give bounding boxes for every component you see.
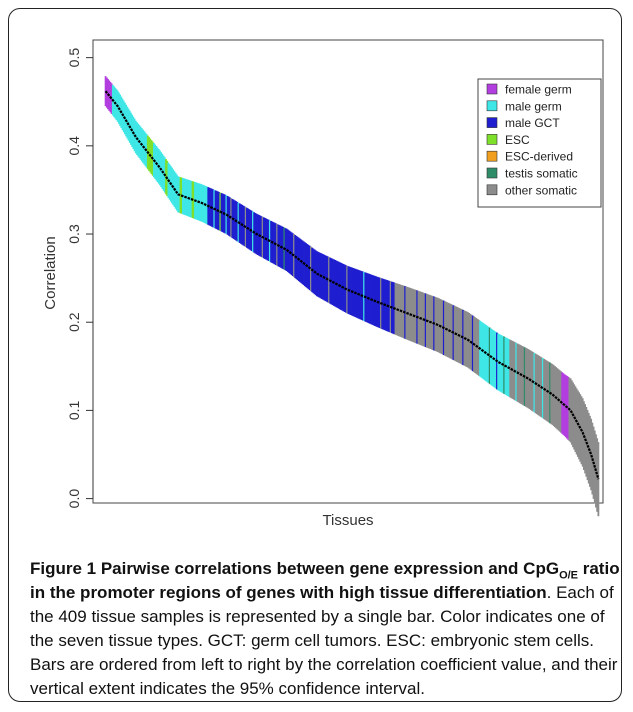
legend-label: ESC-derived	[505, 150, 573, 164]
y-axis: 0.0 0.1 0.2 0.3 0.4 0.5	[66, 48, 94, 509]
legend-label: female germ	[505, 83, 572, 97]
y-tick-label: 0.2	[66, 312, 82, 332]
caption-title-part1: Figure 1 Pairwise correlations between g…	[30, 559, 560, 578]
legend-swatch	[486, 117, 498, 128]
legend-swatch	[486, 100, 498, 112]
legend-label: testis somatic	[505, 167, 578, 181]
legend-box	[477, 78, 602, 208]
legend-swatch	[486, 150, 498, 162]
caption-body: . Each of the 409 tissue samples is repr…	[30, 583, 618, 698]
legend-swatch	[486, 134, 498, 145]
x-axis-label: Tissues	[322, 512, 373, 529]
legend-swatch	[486, 184, 498, 196]
legend-label: male GCT	[505, 116, 560, 130]
correlation-point-line	[104, 90, 600, 480]
legend-swatch	[486, 167, 498, 179]
caption-title-part2: ratio in the promoter regions of genes w…	[30, 559, 620, 602]
legend: female germ male germ male GCT ESC ESC-deriv…	[477, 78, 602, 208]
legend-label: ESC	[505, 133, 530, 147]
y-tick-label: 0.5	[66, 48, 82, 68]
y-tick-label: 0.4	[66, 136, 82, 156]
y-tick-label: 0.0	[66, 489, 82, 509]
caption-title: Figure 1 Pairwise correlations between g…	[30, 559, 620, 602]
y-tick-label: 0.3	[66, 224, 82, 244]
legend-label: other somatic	[505, 183, 577, 197]
legend-label: male germ	[505, 99, 562, 113]
figure-caption: Figure 1 Pairwise correlations between g…	[30, 557, 622, 701]
y-tick-label: 0.1	[66, 400, 82, 420]
legend-swatch	[486, 83, 498, 95]
y-axis-label: Correlation	[42, 236, 59, 309]
caption-title-subscript: O/E	[559, 569, 579, 582]
ci-bars	[104, 76, 600, 517]
figure-frame: 0.0 0.1 0.2 0.3 0.4 0.5 Correlation Tissues f…	[8, 8, 622, 702]
correlation-chart: 0.0 0.1 0.2 0.3 0.4 0.5 Correlation Tissues f…	[42, 39, 604, 529]
